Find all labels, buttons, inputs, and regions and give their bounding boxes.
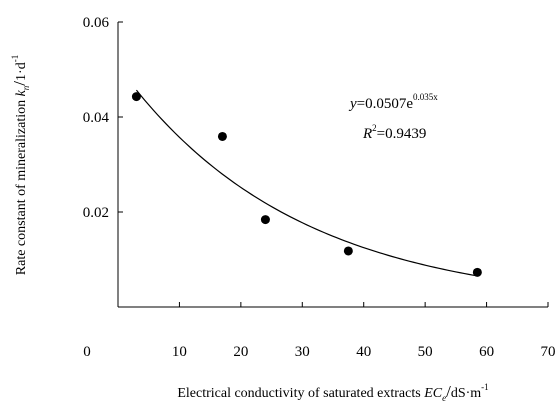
- x-tick-label: 50: [418, 344, 433, 360]
- x-tick-label: 30: [295, 344, 310, 360]
- x-axis-title: Electrical conductivity of saturated ext…: [177, 382, 488, 403]
- equation-label: y=0.0507e0.035x: [348, 92, 438, 112]
- y-ticks: 0.02 0.04 0.06: [83, 15, 123, 221]
- x-tick-label: 70: [541, 344, 556, 360]
- y-title-sep: /: [10, 81, 29, 86]
- x-title-sep: /: [446, 382, 451, 401]
- y-title-unit: 1·d: [14, 62, 29, 81]
- data-points: [131, 92, 482, 277]
- y-title-prefix: Rate constant of mineralization: [14, 96, 29, 275]
- plot-area: 0.02 0.04 0.06 0 10 20 30 40 50 60 70: [83, 15, 556, 360]
- trendline: [135, 89, 478, 277]
- data-point: [131, 92, 141, 102]
- y-title-unit-sup: -1: [10, 55, 20, 63]
- x-ticks: 0 10 20 30 40 50 60 70: [83, 302, 556, 360]
- equation-exponent: 0.035x: [413, 92, 438, 102]
- y-axis-title: Rate constant of mineralization kn/1·d-1: [10, 55, 31, 275]
- x-title-var: EC: [423, 386, 443, 401]
- x-title-var-sub: e: [442, 393, 446, 403]
- x-tick-label: 0: [83, 344, 91, 360]
- x-tick-label: 40: [356, 344, 371, 360]
- y-title-var-sub: n: [21, 85, 31, 90]
- x-title-unit-sup: -1: [481, 382, 489, 392]
- data-point: [260, 215, 270, 225]
- x-title-prefix: Electrical conductivity of saturated ext…: [177, 386, 424, 401]
- data-point: [472, 267, 482, 277]
- data-point: [343, 246, 353, 256]
- y-tick-label: 0.06: [83, 15, 110, 31]
- equation-lhs: y: [348, 96, 357, 112]
- equation-rhs: =0.0507e: [357, 96, 414, 112]
- r2-rhs: =0.9439: [377, 126, 427, 142]
- x-tick-label: 10: [172, 344, 187, 360]
- x-tick-label: 60: [479, 344, 494, 360]
- r2-lhs: R: [362, 126, 372, 142]
- y-title-var: k: [14, 89, 29, 96]
- x-tick-label: 20: [233, 344, 248, 360]
- r2-sup: 2: [372, 123, 377, 133]
- y-tick-label: 0.04: [83, 110, 110, 126]
- x-title-unit: dS·m: [451, 386, 481, 401]
- data-point: [217, 131, 227, 141]
- y-tick-label: 0.02: [83, 205, 109, 221]
- r-squared-label: R2=0.9439: [362, 123, 426, 142]
